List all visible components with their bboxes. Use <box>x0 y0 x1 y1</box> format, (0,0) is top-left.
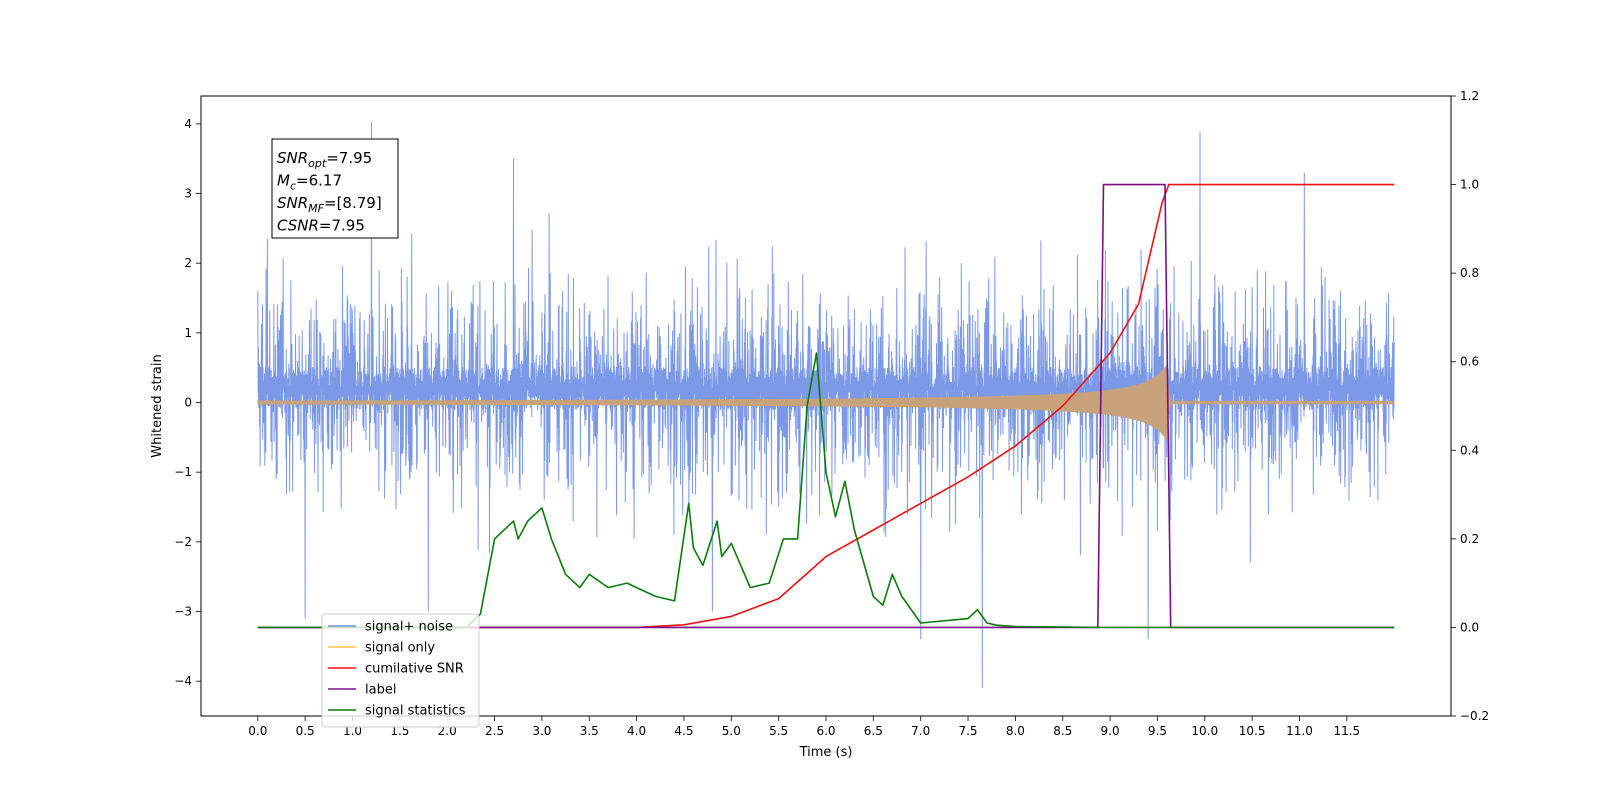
x-axis-ticks: 0.0 0.5 1.0 1.5 2.0 2.5 3.0 3.5 4.0 4.5 5.0 5.5 6.0 6… <box>248 716 1360 738</box>
x-tick-label: 0.0 <box>248 724 267 738</box>
y-axis-ticks: 4 3 2 1 0 −1 −2 −3 −4 <box>174 117 201 688</box>
x-tick-label: 0.5 <box>296 724 315 738</box>
y2-tick-label: 0.6 <box>1460 355 1479 369</box>
y-tick-label: −4 <box>174 674 192 688</box>
stats-line: CSNR=7.95 <box>277 217 365 235</box>
x-tick-label: 6.5 <box>864 724 883 738</box>
x-tick-label: 8.0 <box>1006 724 1025 738</box>
y-tick-label: −3 <box>174 605 192 619</box>
legend: signal+ noise signal only cumilative SNR la… <box>321 613 480 728</box>
y2-tick-label: 0.4 <box>1460 443 1479 457</box>
y-tick-label: −1 <box>174 465 192 479</box>
x-tick-label: 11.0 <box>1286 724 1313 738</box>
legend-label: signal statistics <box>365 704 466 719</box>
y-tick-label: 3 <box>184 187 192 201</box>
legend-frame <box>321 613 480 728</box>
y2-tick-label: −0.2 <box>1460 709 1489 723</box>
x-tick-label: 3.0 <box>532 724 551 738</box>
x-tick-label: 4.0 <box>627 724 646 738</box>
x-tick-label: 9.5 <box>1148 724 1167 738</box>
stats-line: Mc=6.17 <box>277 172 342 193</box>
stats-box-frame <box>271 138 399 239</box>
x-tick-label: 11.5 <box>1333 724 1360 738</box>
y2-tick-label: 0.8 <box>1460 266 1479 280</box>
legend-label: cumilative SNR <box>365 662 464 677</box>
x-tick-label: 8.5 <box>1053 724 1072 738</box>
x-tick-label: 10.5 <box>1239 724 1266 738</box>
legend-label: signal only <box>365 641 435 656</box>
x-tick-label: 5.0 <box>722 724 741 738</box>
plot-traces <box>257 121 1395 689</box>
y-tick-label: 4 <box>184 117 192 131</box>
y2-tick-label: 0.0 <box>1460 620 1479 634</box>
x-tick-label: 5.5 <box>769 724 788 738</box>
y-axis-label: Whitened strain <box>150 354 165 457</box>
y2-tick-label: 1.2 <box>1460 89 1479 103</box>
legend-label: signal+ noise <box>365 620 453 635</box>
x-tick-label: 10.0 <box>1191 724 1218 738</box>
legend-label: label <box>365 683 396 698</box>
x-tick-label: 7.0 <box>911 724 930 738</box>
stats-line: SNRMF=[8.79] <box>277 194 382 215</box>
series-signal-only-line <box>257 364 1395 441</box>
y-tick-label: −2 <box>174 535 192 549</box>
y-tick-label: 1 <box>184 326 192 340</box>
y-tick-label: 0 <box>184 396 192 410</box>
x-axis-label: Time (s) <box>799 745 853 760</box>
x-tick-label: 4.5 <box>674 724 693 738</box>
x-tick-label: 3.5 <box>580 724 599 738</box>
series-cumilative-snr-line <box>257 183 1395 629</box>
x-tick-label: 7.5 <box>958 724 977 738</box>
y2-axis-ticks: 1.2 1.0 0.8 0.6 0.4 0.2 0.0 −0.2 <box>1451 89 1489 723</box>
y-tick-label: 2 <box>184 256 192 270</box>
y2-tick-label: 1.0 <box>1460 178 1479 192</box>
x-tick-label: 6.0 <box>816 724 835 738</box>
stats-line: SNRopt=7.95 <box>277 149 372 170</box>
x-tick-label: 9.0 <box>1101 724 1120 738</box>
series-signal-noise-line <box>257 121 1395 689</box>
y2-tick-label: 0.2 <box>1460 532 1479 546</box>
x-tick-label: 2.5 <box>485 724 504 738</box>
series-signal-statistics-line <box>257 352 1395 629</box>
